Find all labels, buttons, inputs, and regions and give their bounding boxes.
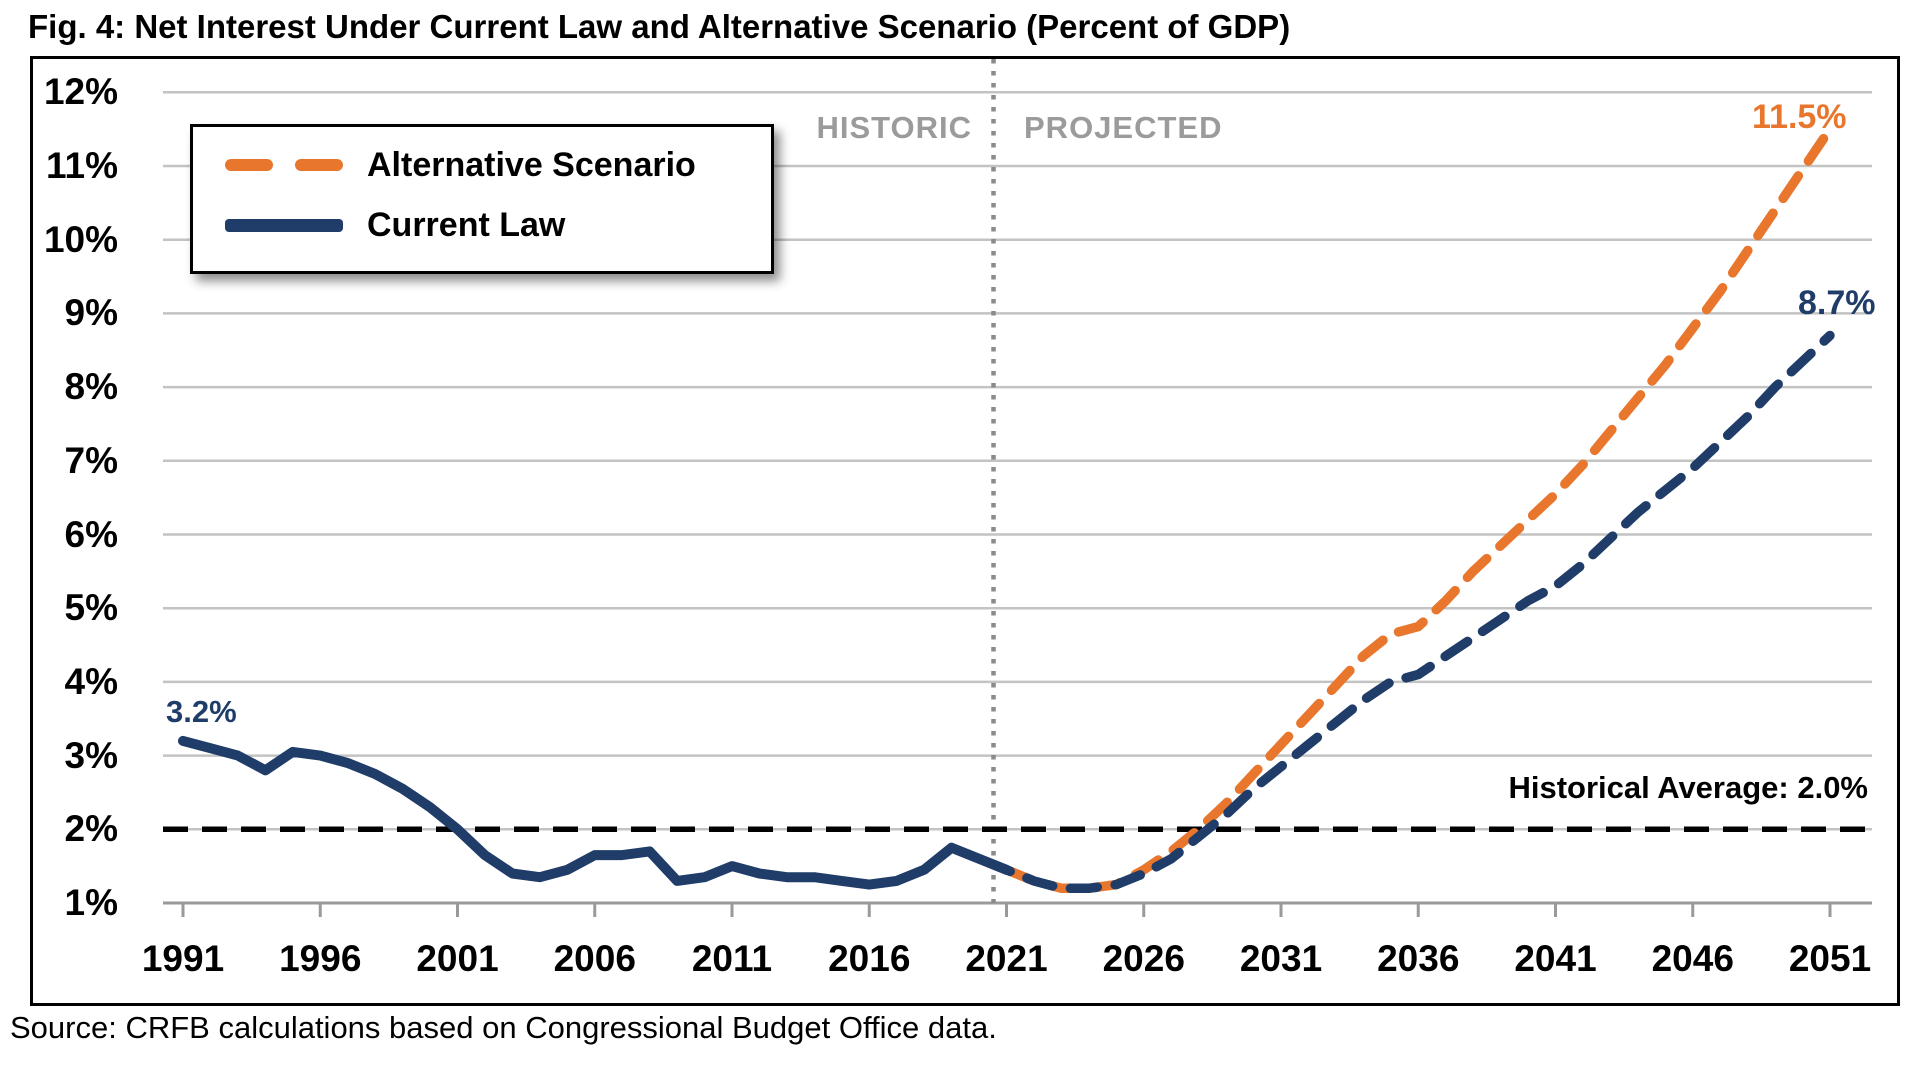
solid-segment bbox=[225, 218, 343, 232]
x-tick-label-2051: 2051 bbox=[1788, 938, 1872, 979]
y-tick-label-9%: 9% bbox=[64, 292, 118, 334]
y-tick-label-1%: 1% bbox=[64, 882, 118, 923]
current-law-line-historic bbox=[178, 735, 1012, 890]
legend-label-alternative-scenario: Alternative Scenario bbox=[367, 146, 696, 184]
y-tick-label-11%: 11% bbox=[45, 145, 118, 186]
current-law-end-value-label: 8.7% bbox=[1798, 284, 1876, 322]
x-tick-label-2011: 2011 bbox=[691, 938, 773, 979]
start-value-label: 3.2% bbox=[166, 694, 237, 729]
projected-section-label: PROJECTED bbox=[1024, 110, 1223, 145]
x-tick-label-2036: 2036 bbox=[1377, 938, 1460, 979]
y-tick-label-8%: 8% bbox=[64, 366, 118, 408]
y-tick-label-4%: 4% bbox=[64, 660, 118, 702]
y-tick-label-6%: 6% bbox=[64, 513, 118, 555]
dash-segment bbox=[225, 159, 273, 171]
alternative-scenario-line bbox=[1001, 124, 1835, 894]
legend-item-alternative-scenario: Alternative Scenario bbox=[225, 145, 696, 185]
y-tick-label-10%: 10% bbox=[43, 218, 118, 260]
x-tick-label-2006: 2006 bbox=[553, 938, 636, 979]
y-tick-label-12%: 12% bbox=[43, 71, 118, 113]
legend-item-current-law: Current Law bbox=[225, 205, 565, 245]
source-note: Source: CRFB calculations based on Congr… bbox=[10, 1010, 997, 1045]
x-tick-label-2046: 2046 bbox=[1651, 938, 1734, 979]
historical-average-label: Historical Average: 2.0% bbox=[1508, 770, 1868, 805]
legend: Alternative Scenario Current Law bbox=[190, 124, 774, 274]
legend-label-current-law: Current Law bbox=[367, 206, 566, 244]
historic-section-label: HISTORIC bbox=[816, 110, 972, 145]
alternative-end-value-label: 11.5% bbox=[1752, 98, 1847, 136]
y-tick-label-3%: 3% bbox=[64, 734, 118, 776]
x-tick-label-2041: 2041 bbox=[1514, 938, 1597, 979]
chart-title: Fig. 4: Net Interest Under Current Law a… bbox=[28, 8, 1291, 45]
plot-border bbox=[30, 56, 1900, 1006]
alternative-scenario-dashed-line-swatch bbox=[225, 159, 343, 171]
x-tick-label-1996: 1996 bbox=[279, 938, 362, 979]
dash-segment bbox=[295, 159, 343, 171]
current-law-line-projected bbox=[1001, 330, 1835, 894]
x-tick-label-2016: 2016 bbox=[828, 938, 911, 979]
x-tick-label-2031: 2031 bbox=[1239, 938, 1323, 979]
x-tick-label-2021: 2021 bbox=[965, 938, 1048, 979]
y-tick-label-2%: 2% bbox=[64, 808, 118, 850]
x-tick-label-1991: 1991 bbox=[141, 938, 225, 979]
x-tick-label-2026: 2026 bbox=[1102, 938, 1185, 979]
y-tick-label-5%: 5% bbox=[64, 587, 118, 629]
current-law-solid-line-swatch bbox=[225, 218, 343, 232]
y-tick-label-7%: 7% bbox=[64, 439, 118, 481]
x-tick-label-2001: 2001 bbox=[416, 938, 499, 979]
